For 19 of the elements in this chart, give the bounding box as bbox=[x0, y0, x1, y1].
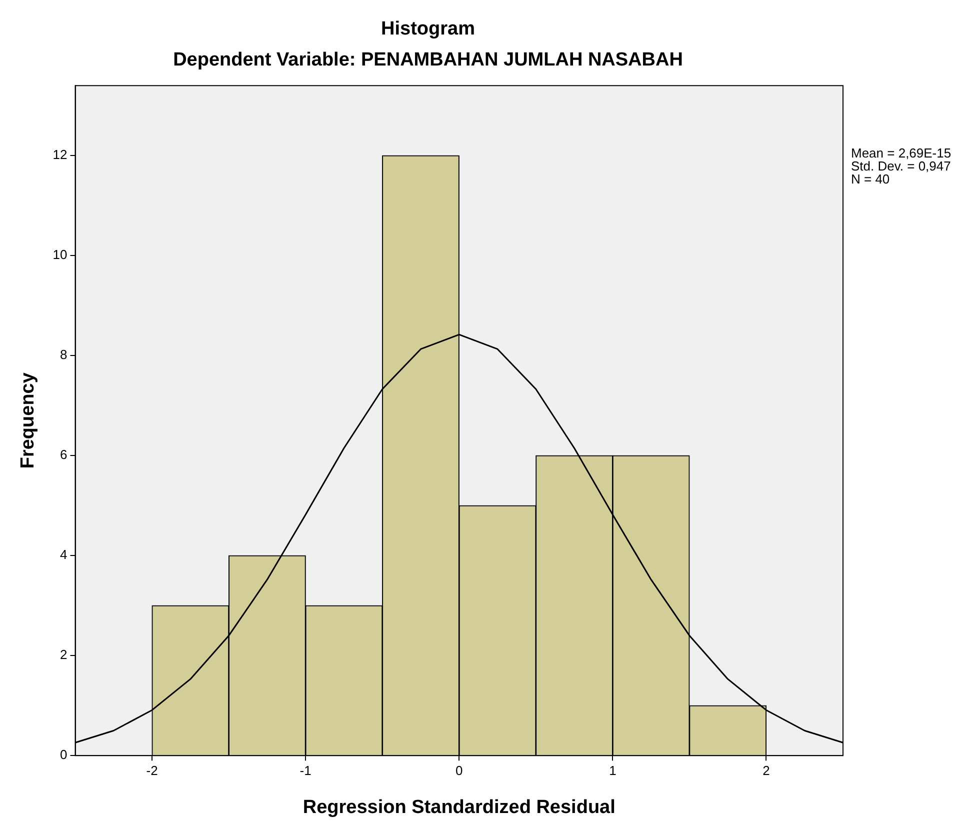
x-tick-label: -2 bbox=[146, 762, 158, 778]
y-tick-label: 0 bbox=[60, 747, 68, 762]
y-tick-label: 12 bbox=[52, 147, 68, 162]
y-tick-label: 4 bbox=[60, 547, 68, 562]
y-tick-label: 8 bbox=[60, 347, 68, 362]
text: Mean = 2,69E-15 bbox=[851, 146, 952, 161]
y-tick-label: 2 bbox=[60, 647, 68, 662]
x-tick-label: 2 bbox=[762, 762, 770, 778]
chart-title: Histogram bbox=[381, 18, 475, 40]
x-axis-title: Regression Standardized Residual bbox=[302, 796, 616, 818]
y-tick-label: 10 bbox=[52, 247, 68, 262]
x-tick-label: 1 bbox=[609, 762, 616, 778]
x-tick-label: 0 bbox=[456, 762, 463, 778]
text: Std. Dev. = 0,947 bbox=[851, 158, 951, 174]
x-tick-label: -1 bbox=[300, 762, 312, 778]
text: N = 40 bbox=[851, 172, 890, 187]
y-tick-label: 6 bbox=[60, 447, 68, 462]
y-axis-title: Frequency bbox=[18, 372, 39, 469]
chart-subtitle: Dependent Variable: PENAMBAHAN JUMLAH NASABAH bbox=[173, 49, 683, 70]
